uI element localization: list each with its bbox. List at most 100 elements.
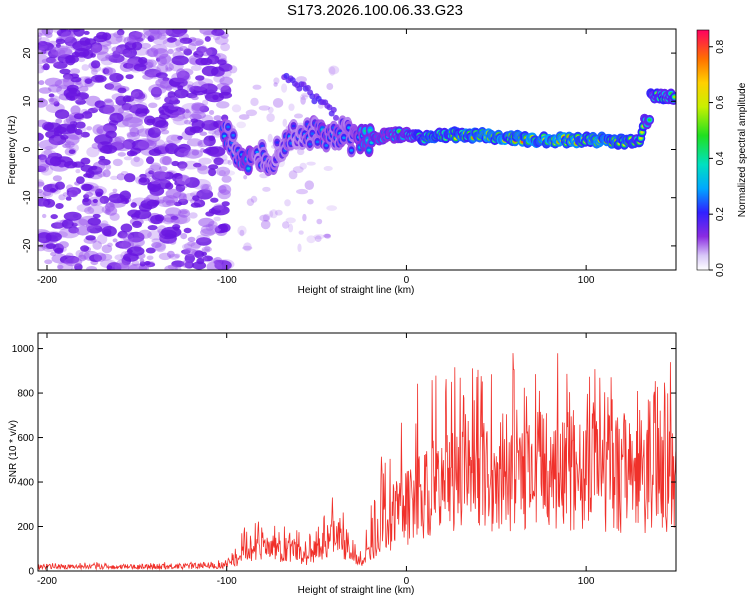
heatmap-noise-cell (199, 131, 208, 136)
heatmap-noise-cell (160, 129, 170, 135)
heatmap-noise-cell (190, 202, 201, 208)
heatmap-noise-cell (147, 127, 161, 138)
heatmap-noise-cell (42, 213, 47, 219)
heatmap-noise-cell (38, 41, 54, 51)
heatmap-noise-cell (173, 173, 183, 180)
heatmap-noise-cell (201, 65, 219, 77)
heatmap-noise-cell (72, 40, 92, 51)
heatmap-ridge-cell (342, 136, 346, 140)
heatmap-noise-cell (192, 195, 200, 202)
heatmap-noise-cell (167, 264, 178, 270)
heatmap-noise-cell (158, 252, 172, 261)
heatmap-noise-cell (71, 51, 80, 58)
heatmap-noise-cell (108, 54, 125, 63)
heatmap-noise-cell (121, 239, 134, 250)
heatmap-noise-cell (205, 211, 215, 217)
heatmap-noise-cell (157, 56, 167, 66)
heatmap-noise-cell (109, 112, 124, 123)
heatmap-noise-cell (138, 113, 148, 119)
heatmap-ridge-cell (310, 132, 315, 136)
heatmap-noise-cell (85, 191, 93, 198)
heatmap-noise-cell (243, 242, 252, 252)
heatmap-noise-cell (182, 243, 193, 250)
heatmap-noise-cell (132, 220, 142, 228)
heatmap-noise-cell (148, 102, 158, 109)
heatmap-noise-cell (105, 54, 113, 59)
heatmap-noise-cell (44, 77, 63, 87)
heatmap-noise-cell (51, 222, 64, 229)
heatmap-noise-cell (237, 225, 247, 236)
y-tick-label: 0 (22, 146, 33, 152)
heatmap-noise-cell (195, 40, 204, 46)
heatmap-noise-cell (132, 41, 143, 51)
heatmap-noise-cell (170, 111, 186, 122)
heatmap-noise-cell (183, 160, 199, 170)
heatmap-noise-cell (228, 65, 238, 74)
heatmap-noise-cell (105, 206, 118, 216)
heatmap-noise-cell (45, 243, 57, 250)
heatmap-noise-cell (148, 29, 169, 35)
heatmap-noise-cell (49, 188, 57, 193)
heatmap-noise-cell (150, 162, 162, 171)
heatmap-noise-cell (299, 94, 308, 101)
heatmap-noise-cell (201, 183, 213, 194)
heatmap-noise-cell (223, 170, 236, 176)
heatmap-noise-cell (65, 196, 72, 201)
heatmap-noise-cell (122, 253, 139, 262)
heatmap-noise-cell (56, 29, 72, 37)
heatmap-noise-cell (92, 198, 98, 204)
heatmap-noise-cell (201, 114, 214, 125)
heatmap-noise-cell (62, 143, 71, 149)
heatmap-noise-cell (139, 177, 148, 183)
heatmap-noise-cell (76, 204, 92, 212)
heatmap-noise-cell (151, 176, 156, 181)
heatmap-noise-cell (130, 157, 144, 167)
heatmap-noise-cell (220, 69, 232, 78)
heatmap-noise-cell (259, 214, 270, 222)
heatmap-noise-cell (231, 104, 242, 113)
heatmap-noise-cell (75, 121, 86, 129)
heatmap-noise-cell (61, 219, 74, 229)
heatmap-noise-cell (324, 233, 331, 239)
heatmap-noise-cell (78, 85, 89, 92)
heatmap-noise-cell (58, 241, 69, 249)
heatmap-noise-cell (66, 124, 77, 134)
heatmap-noise-cell (78, 51, 87, 57)
heatmap-noise-cell (266, 113, 275, 123)
heatmap-noise-cell (196, 189, 214, 200)
spectrogram-y-label: Frequency (Hz) (7, 116, 18, 185)
heatmap-noise-cell (109, 72, 124, 83)
heatmap-noise-cell (201, 248, 211, 253)
heatmap-noise-cell (171, 55, 189, 66)
heatmap-noise-cell (75, 250, 84, 258)
heatmap-noise-cell (250, 195, 258, 203)
heatmap-noise-cell (128, 31, 146, 43)
heatmap-noise-cell (227, 159, 232, 166)
heatmap-noise-cell (52, 175, 63, 182)
heatmap-noise-cell (100, 259, 117, 269)
heatmap-noise-cell (300, 96, 306, 105)
heatmap-noise-cell (167, 37, 178, 43)
heatmap-ridge-cell (368, 128, 373, 132)
heatmap-noise-cell (90, 186, 99, 192)
heatmap-noise-cell (48, 46, 56, 53)
heatmap-noise-cell (151, 116, 167, 128)
heatmap-noise-cell (72, 257, 80, 264)
heatmap-noise-cell (162, 102, 174, 111)
colorbar-tick-label: 0.0 (715, 263, 726, 277)
heatmap-noise-cell (218, 185, 227, 194)
heatmap-noise-cell (210, 205, 230, 216)
heatmap-noise-cell (168, 104, 178, 111)
heatmap-noise-cell (218, 170, 226, 177)
heatmap-noise-cell (165, 188, 182, 199)
heatmap-noise-cell (126, 131, 141, 141)
heatmap-noise-cell (282, 221, 290, 229)
heatmap-noise-cell (172, 29, 186, 36)
heatmap-noise-cell (38, 98, 48, 108)
heatmap-noise-cell (180, 233, 188, 240)
heatmap-noise-cell (155, 242, 166, 253)
heatmap-noise-cell (50, 95, 60, 104)
heatmap-noise-cell (129, 147, 142, 155)
heatmap-noise-cell (49, 51, 61, 58)
heatmap-noise-cell (45, 145, 53, 151)
